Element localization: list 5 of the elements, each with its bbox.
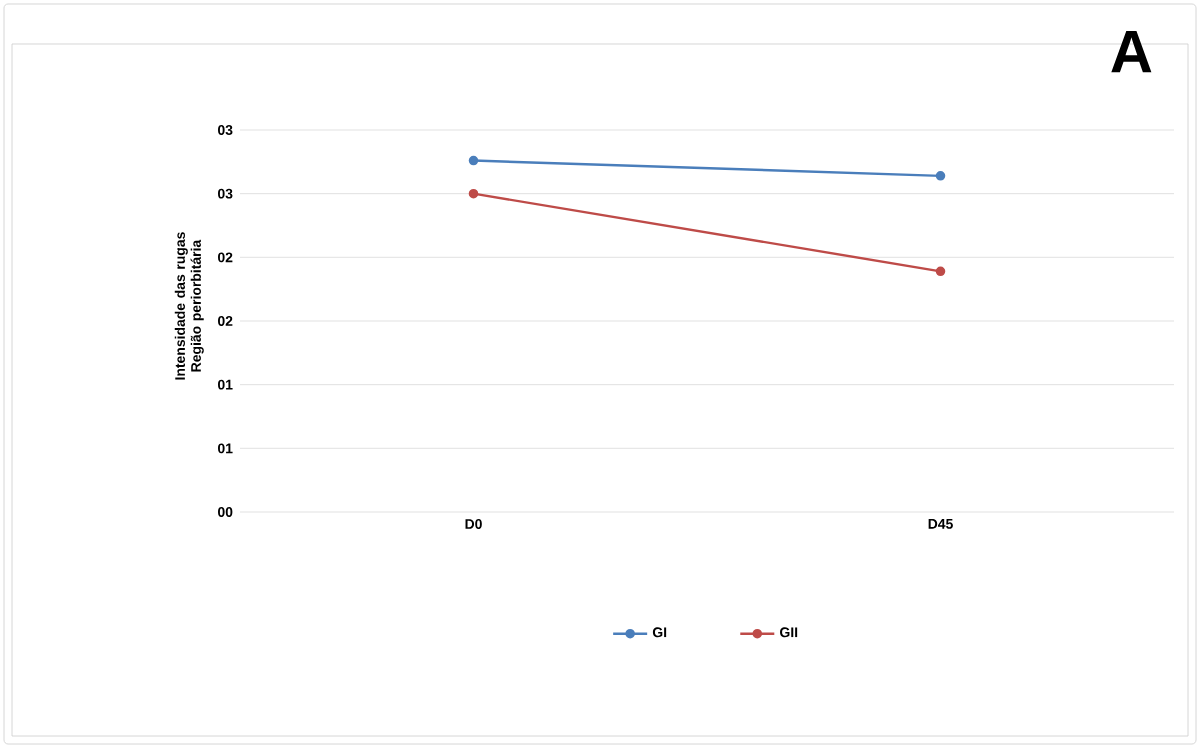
point xyxy=(935,266,946,277)
point xyxy=(468,155,479,166)
point xyxy=(468,188,479,199)
text: A xyxy=(1111,31,1152,73)
point xyxy=(935,171,946,181)
